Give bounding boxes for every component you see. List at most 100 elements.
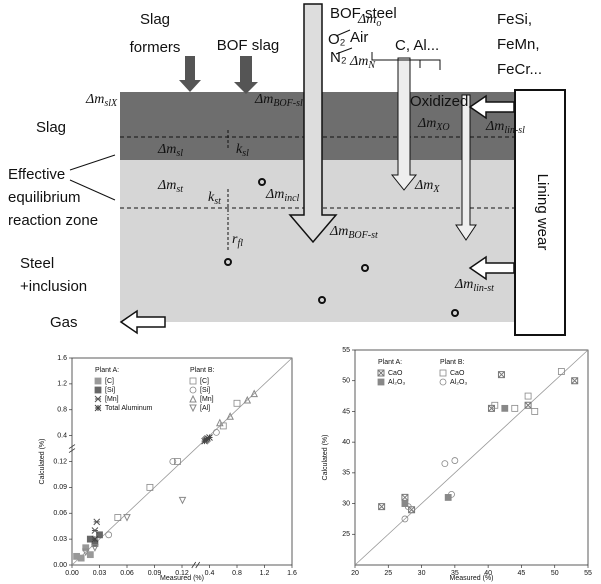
label: Air [350, 29, 368, 46]
point [212, 428, 220, 436]
symbol-sub: st [214, 196, 221, 207]
lining-label: Lining wear [534, 174, 551, 251]
symbol-base: Δm [157, 142, 176, 157]
y-tick-label: 40 [342, 439, 350, 446]
legend-label: [Al] [200, 405, 210, 412]
axis-break [68, 444, 201, 569]
point [378, 503, 386, 511]
label: Steel [20, 255, 54, 272]
y-tick-label: 0.8 [57, 407, 67, 414]
x-tick-label: 30 [418, 570, 426, 577]
point [77, 554, 85, 562]
label: C, Al... [395, 37, 439, 54]
legend-group: Plant B: [440, 359, 465, 366]
arrow [234, 56, 258, 94]
symbol: ΔmBOF-sl [254, 92, 303, 109]
point [524, 401, 532, 409]
symbol-base: k [208, 190, 215, 205]
diagram: Lining wear Slag formers BOF slag BOF st… [8, 3, 566, 336]
symbol-sub: fl [237, 238, 243, 249]
symbol-sub: sl [242, 148, 249, 159]
point [233, 399, 241, 407]
legend-label: CaO [450, 370, 465, 377]
legend-marker [94, 395, 102, 403]
symbol: ΔmslX [85, 92, 118, 109]
inclusions [224, 178, 459, 317]
legend-marker [377, 378, 385, 386]
legend-marker [94, 386, 102, 394]
y-tick-label: 0.00 [53, 562, 67, 569]
legend-label: [Mn] [200, 396, 214, 403]
point [178, 496, 187, 505]
arrow [455, 94, 477, 241]
symbol: ΔmN [349, 54, 376, 71]
x-axis-label: Measured (%) [450, 575, 494, 582]
point [123, 514, 131, 522]
symbol-base: Δm [265, 187, 284, 202]
arrow [390, 57, 418, 191]
legend-marker [94, 404, 102, 412]
symbol-base: Δm [157, 178, 176, 193]
arrow [288, 3, 338, 244]
label: Oxidized [410, 93, 468, 110]
legend-label: Al₂O₃ [388, 379, 405, 386]
legend-marker [189, 377, 197, 385]
legend-label: CaO [388, 370, 403, 377]
x-tick-label: 0.8 [232, 570, 242, 577]
x-tick-label: 1.2 [260, 570, 270, 577]
point [524, 392, 532, 400]
legend-label: Total Aluminum [105, 405, 153, 412]
symbol-sub: lin-sl [504, 125, 525, 136]
symbol-sub: o [376, 18, 381, 29]
point [105, 531, 113, 539]
point [82, 544, 90, 552]
pointer [69, 154, 116, 201]
label: Effective [8, 166, 65, 183]
point [501, 404, 509, 412]
point [114, 514, 122, 521]
arrow [468, 94, 515, 120]
legend-marker [377, 369, 385, 377]
y-tick-label: 45 [342, 408, 350, 415]
symbol-base: Δm [485, 119, 504, 134]
symbol: ΔmX [414, 178, 440, 195]
y-axis-label: Calculated (%) [39, 439, 46, 485]
point [86, 551, 94, 559]
label: BOF steel [330, 5, 397, 22]
legend-label: Al₂O₃ [450, 379, 467, 386]
label: BOF slag [217, 37, 280, 54]
symbol-base: Δm [349, 54, 368, 69]
symbol: kst [208, 190, 221, 207]
y-tick-label: 0.4 [57, 432, 67, 439]
symbol-sub: N [367, 60, 376, 71]
label: Gas [50, 314, 78, 331]
legend-group: Plant A: [378, 359, 402, 366]
point [81, 548, 90, 557]
point [441, 460, 449, 468]
symbol-base: Δm [85, 92, 104, 107]
point [91, 527, 99, 534]
label: equilibrium [8, 189, 81, 206]
symbol-sub: st [176, 184, 183, 195]
point [408, 506, 416, 514]
symbol-sub: BOF-st [348, 230, 378, 241]
symbol-sub: BOF-sl [273, 98, 303, 109]
x-tick-label: 0.12 [175, 570, 189, 577]
label: N₂ [330, 49, 347, 66]
symbol-base: Δm [417, 116, 436, 131]
legend-group: Plant A: [95, 367, 119, 374]
x-tick-label: 0.06 [120, 570, 134, 577]
y-tick-label: 30 [342, 500, 350, 507]
legend-marker [439, 378, 447, 386]
symbol-sub: sl [176, 148, 183, 159]
point [511, 404, 519, 412]
point [169, 458, 177, 465]
y-tick-label: 55 [342, 347, 350, 354]
point [93, 518, 101, 526]
symbol-sub: slX [104, 98, 118, 109]
point [491, 401, 499, 409]
symbol: ΔmXO [417, 116, 450, 133]
point [226, 412, 234, 420]
symbol: Δmst [157, 178, 183, 195]
legend-label: [Si] [200, 387, 210, 394]
